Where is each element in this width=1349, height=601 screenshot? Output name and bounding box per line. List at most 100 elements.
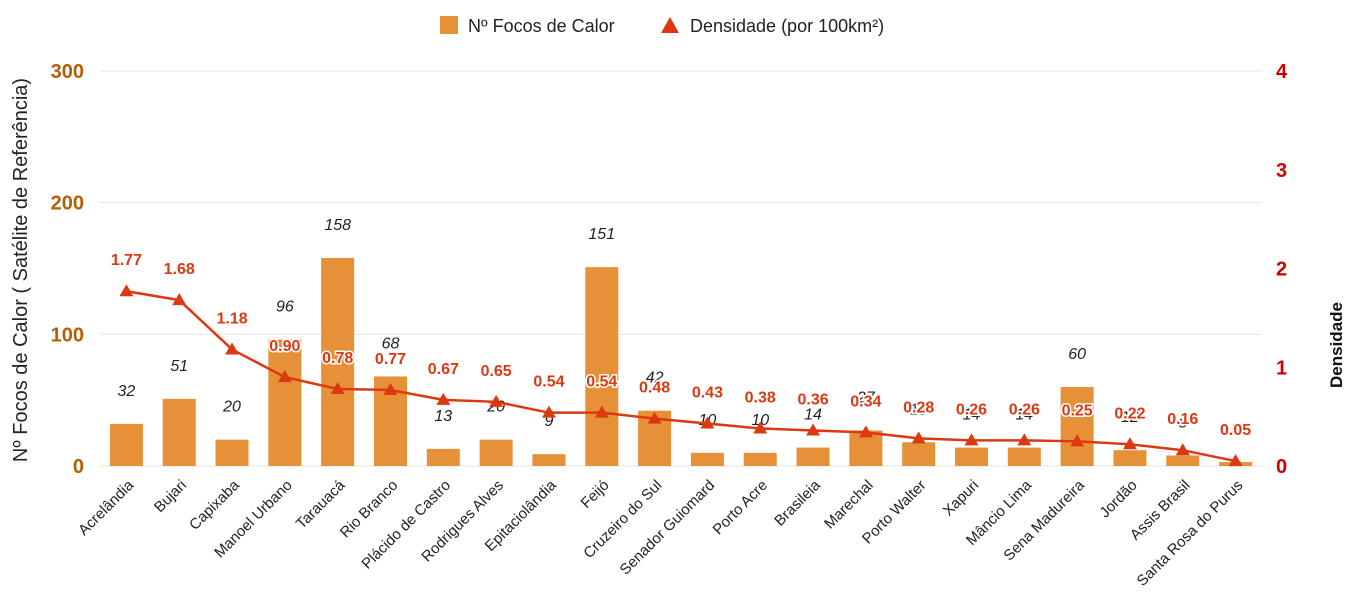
- left-axis-ticks: 0 100 200 300: [51, 61, 84, 478]
- right-tick-label: 2: [1276, 259, 1287, 281]
- density-value-label: 0.26: [1009, 401, 1040, 418]
- bar: [268, 339, 302, 466]
- bar: [690, 452, 724, 466]
- density-marker: [1175, 443, 1190, 456]
- density-value-label: 0.28: [903, 399, 934, 416]
- bar-value-label: 13: [434, 408, 452, 425]
- legend-marker-densidade: [661, 17, 679, 33]
- density-value-label: 0.48: [639, 380, 670, 397]
- bar: [532, 454, 566, 466]
- legend-swatch-focos: [440, 16, 458, 34]
- bar-data-labels: 3251209615868132091514210101427181414601…: [118, 217, 1241, 438]
- density-marker: [541, 405, 556, 418]
- bar: [109, 423, 143, 466]
- bar: [743, 452, 777, 466]
- density-value-label: 0.16: [1167, 411, 1198, 428]
- category-label: Xapuri: [940, 477, 983, 520]
- bar-value-label: 68: [382, 335, 400, 352]
- bar-value-label: 14: [804, 407, 822, 424]
- left-tick-label: 0: [73, 456, 84, 478]
- bar-value-label: 9: [545, 413, 554, 430]
- density-value-label: 0.78: [322, 350, 353, 367]
- density-marker: [964, 433, 979, 446]
- bar-series: [109, 257, 1253, 466]
- right-axis-ticks: 0 1 2 3 4: [1276, 61, 1288, 478]
- density-marker: [806, 423, 821, 436]
- left-tick-label: 300: [51, 61, 84, 83]
- bar: [426, 448, 460, 466]
- category-label: Bujari: [151, 477, 190, 516]
- category-label: Marechal: [821, 477, 877, 533]
- bar: [321, 257, 355, 466]
- bar-value-label: 18: [910, 401, 928, 418]
- density-marker: [647, 411, 662, 424]
- category-label: Plácido de Castro: [358, 477, 454, 573]
- right-tick-label: 1: [1276, 357, 1287, 379]
- bar-value-label: 14: [1015, 407, 1033, 424]
- density-marker: [436, 392, 451, 405]
- density-value-label: 0.90: [269, 338, 300, 355]
- density-value-label: 1.18: [216, 310, 247, 327]
- bar: [585, 267, 619, 466]
- bar: [796, 447, 830, 466]
- density-value-label: 0.34: [850, 393, 881, 410]
- density-marker: [119, 284, 134, 297]
- category-label: Acrelândia: [75, 476, 138, 539]
- bar: [1166, 455, 1200, 466]
- bar: [902, 442, 936, 466]
- bar-value-label: 3: [1231, 421, 1240, 438]
- bar: [955, 447, 988, 466]
- category-label: Senador Guiomard: [617, 477, 719, 579]
- density-marker: [753, 421, 768, 434]
- density-marker: [225, 342, 240, 355]
- bar: [1113, 450, 1147, 466]
- bar-value-label: 20: [222, 399, 241, 416]
- right-tick-label: 3: [1276, 160, 1287, 182]
- category-label: Jordão: [1096, 477, 1140, 521]
- density-value-label: 0.67: [428, 361, 459, 378]
- bar-value-label: 32: [118, 383, 136, 400]
- category-label: Tarauacá: [293, 476, 349, 532]
- density-marker: [700, 416, 715, 429]
- density-value-label: 0.43: [692, 385, 723, 402]
- category-label: Brasileia: [771, 476, 824, 529]
- density-marker: [277, 370, 292, 383]
- bar: [162, 398, 196, 466]
- bar: [479, 439, 513, 466]
- bar-value-label: 14: [963, 407, 981, 424]
- left-tick-label: 200: [51, 193, 84, 215]
- density-value-label: 0.65: [481, 363, 512, 380]
- density-value-label: 0.38: [745, 389, 776, 406]
- density-value-label: 0.22: [1114, 405, 1145, 422]
- bar-value-label: 151: [588, 226, 615, 243]
- bar-value-label: 12: [1121, 409, 1139, 426]
- left-axis-title: Nº Focos de Calor ( Satélite de Referênc…: [10, 78, 32, 462]
- bar-value-label: 96: [276, 299, 294, 316]
- category-label: Santa Rosa do Purus: [1134, 477, 1247, 590]
- right-axis-title: Densidade: [1327, 302, 1346, 388]
- density-marker: [172, 293, 187, 306]
- right-tick-label: 0: [1276, 456, 1287, 478]
- bar-value-label: 60: [1068, 346, 1086, 363]
- density-value-label: 1.68: [164, 261, 195, 278]
- bar: [1007, 447, 1041, 466]
- density-line: [126, 289, 1236, 463]
- line-series: [119, 284, 1243, 467]
- density-marker: [383, 382, 398, 395]
- density-value-label: 0.54: [586, 374, 617, 391]
- density-marker: [858, 425, 873, 438]
- bar-value-label: 8: [1178, 414, 1187, 431]
- legend-label-focos: Nº Focos de Calor: [468, 16, 615, 36]
- density-value-label: 1.77: [111, 252, 142, 269]
- density-marker: [489, 394, 504, 407]
- density-marker: [1122, 437, 1137, 450]
- category-label: Feijó: [578, 477, 613, 512]
- density-value-label: 0.54: [533, 374, 564, 391]
- bar: [215, 439, 249, 466]
- bar-value-label: 27: [856, 389, 876, 406]
- density-marker: [594, 405, 609, 418]
- legend-label-densidade: Densidade (por 100km²): [690, 16, 884, 36]
